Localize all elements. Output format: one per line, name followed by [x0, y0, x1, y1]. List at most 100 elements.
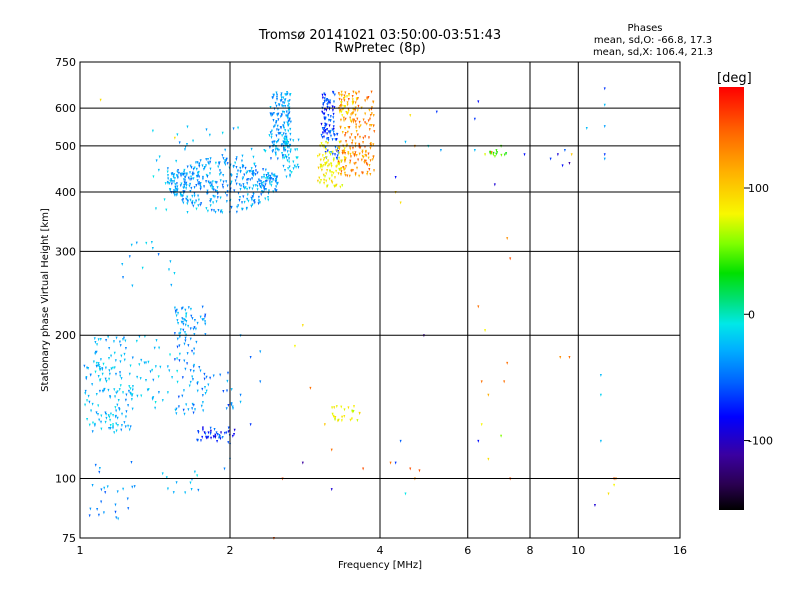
scatter-point [231, 434, 234, 438]
scatter-point [144, 379, 147, 383]
scatter-point [252, 174, 255, 178]
scatter-point [101, 367, 104, 371]
scatter-point [180, 182, 183, 186]
scatter-point [240, 207, 243, 211]
scatter-point [330, 448, 333, 452]
scatter-point [140, 358, 143, 362]
scatter-point [178, 352, 181, 356]
scatter-point [205, 128, 208, 132]
scatter-point [323, 112, 326, 116]
scatter-point [324, 123, 327, 127]
scatter-point [176, 170, 179, 174]
scatter-point [332, 171, 335, 175]
scatter-point [183, 179, 186, 183]
scatter-point [199, 181, 202, 185]
scatter-point [322, 135, 325, 139]
scatter-point [363, 161, 366, 165]
scatter-point [277, 118, 280, 122]
scatter-point [599, 393, 602, 397]
scatter-point [270, 133, 273, 137]
scatter-point [348, 126, 351, 130]
scatter-point [257, 195, 260, 199]
scatter-point [230, 173, 233, 177]
scatter-point [320, 122, 323, 126]
scatter-point [370, 90, 373, 94]
scatter-point [196, 382, 199, 386]
scatter-point [316, 154, 319, 158]
scatter-point [223, 467, 226, 471]
scatter-point [182, 389, 185, 393]
scatter-point [276, 93, 279, 97]
scatter-point [267, 198, 270, 202]
y-tick-label: 300 [55, 245, 76, 258]
scatter-point [330, 174, 333, 178]
scatter-point [342, 166, 345, 170]
scatter-point [351, 409, 354, 413]
scatter-point [355, 92, 358, 96]
scatter-point [340, 173, 343, 177]
scatter-point [201, 401, 204, 405]
scatter-point [252, 171, 255, 175]
scatter-point [209, 160, 212, 164]
scatter-point [344, 127, 347, 131]
scatter-point [275, 185, 278, 189]
scatter-point [175, 407, 178, 411]
scatter-point [354, 151, 357, 155]
scatter-point [204, 322, 207, 326]
scatter-point [367, 152, 370, 156]
scatter-point [354, 142, 357, 146]
scatter-point [184, 323, 187, 327]
scatter-point [159, 365, 162, 369]
scatter-point [182, 172, 185, 176]
scatter-point [248, 186, 251, 190]
scatter-point [318, 176, 321, 180]
scatter-point [326, 98, 329, 102]
scatter-point [269, 105, 272, 109]
scatter-point [344, 152, 347, 156]
scatter-point [257, 202, 260, 206]
scatter-point [209, 376, 212, 380]
scatter-point [264, 180, 267, 184]
scatter-point [173, 136, 176, 140]
scatter-point [233, 432, 236, 436]
scatter-point [327, 130, 330, 134]
scatter-point [326, 169, 329, 173]
scatter-point [215, 431, 218, 435]
scatter-point [290, 171, 293, 175]
scatter-point [114, 372, 117, 376]
scatter-point [333, 415, 336, 419]
scatter-point [335, 149, 338, 153]
y-tick-label: 100 [55, 473, 76, 486]
scatter-point [350, 169, 353, 173]
scatter-point [329, 115, 332, 119]
scatter-point [343, 171, 346, 175]
scatter-point [267, 196, 270, 200]
scatter-point [323, 178, 326, 182]
scatter-point [126, 497, 129, 501]
scatter-point [345, 140, 348, 144]
scatter-point [357, 104, 360, 108]
scatter-point [286, 145, 289, 149]
scatter-point [239, 170, 242, 174]
scatter-point [225, 180, 228, 184]
scatter-point [326, 164, 329, 168]
scatter-point [356, 419, 359, 423]
scatter-point [109, 418, 112, 422]
scatter-point [116, 403, 119, 407]
scatter-point [222, 157, 225, 161]
scatter-point [323, 423, 326, 427]
scatter-point [274, 148, 277, 152]
scatter-point [321, 136, 324, 140]
scatter-point [214, 435, 217, 439]
scatter-point [136, 375, 139, 379]
scatter-point [325, 172, 328, 176]
scatter-point [356, 133, 359, 137]
scatter-point [104, 377, 107, 381]
scatter-point [269, 177, 272, 181]
scatter-point [240, 184, 243, 188]
scatter-point [204, 333, 207, 337]
scatter-point [176, 369, 179, 373]
scatter-point [318, 153, 321, 157]
scatter-point [112, 423, 115, 427]
scatter-point [492, 153, 495, 157]
